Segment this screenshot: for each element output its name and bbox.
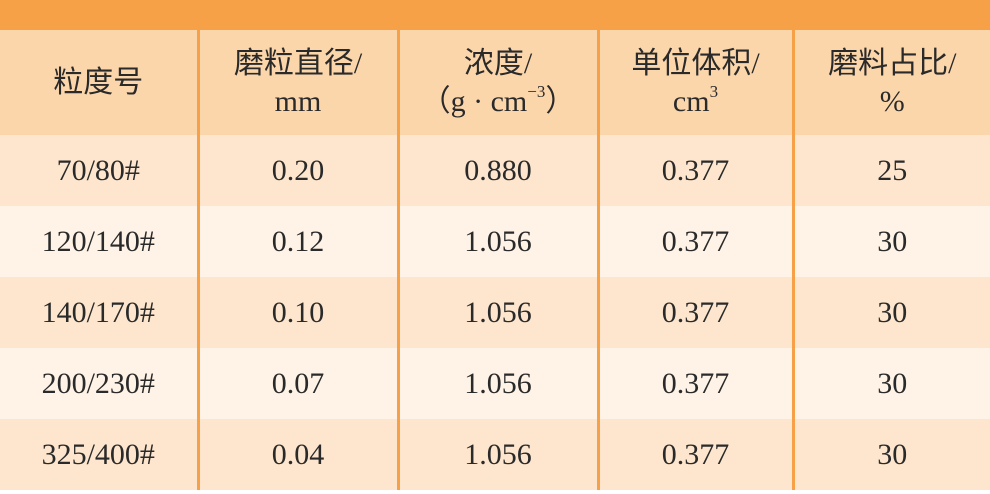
table-cell: 70/80# <box>0 135 198 206</box>
header-line: % <box>795 83 990 121</box>
superscript: 3 <box>709 81 719 101</box>
table-cell: 25 <box>791 135 990 206</box>
header-cell: 浓度/（g · cm−3） <box>396 30 598 135</box>
header-text: % <box>879 84 905 118</box>
table-cell: 1.056 <box>396 419 598 490</box>
header-cell: 磨料占比/% <box>791 30 990 135</box>
table-cell: 0.10 <box>196 277 398 348</box>
table-cell: 1.056 <box>396 348 598 419</box>
table-cell: 30 <box>791 206 990 277</box>
header-line: 单位体积/ <box>600 45 792 83</box>
table-cell: 0.07 <box>196 348 398 419</box>
header-cell: 粒度号 <box>0 30 198 135</box>
table-cell: 1.056 <box>396 277 598 348</box>
table-cell: 30 <box>791 348 990 419</box>
table-cell: 140/170# <box>0 277 198 348</box>
table-cell: 0.377 <box>596 135 793 206</box>
header-text: 浓度/ <box>463 46 533 80</box>
table-cell: 0.377 <box>596 206 793 277</box>
header-line: （g · cm−3） <box>400 83 597 121</box>
table-cell: 0.20 <box>196 135 398 206</box>
header-text: ） <box>545 84 576 118</box>
table-cell: 1.056 <box>396 206 598 277</box>
header-text: mm <box>274 84 322 118</box>
table-row: 200/230# 0.07 1.056 0.377 30 <box>0 348 990 419</box>
header-line: 磨粒直径/ <box>200 45 397 83</box>
header-text: 磨料占比/ <box>828 46 957 80</box>
header-text: （g · cm <box>420 84 528 118</box>
table-cell: 325/400# <box>0 419 198 490</box>
header-line: 粒度号 <box>0 64 197 102</box>
header-line: 磨料占比/ <box>795 45 990 83</box>
header-cell: 单位体积/cm3 <box>596 30 793 135</box>
header-line: mm <box>200 83 397 121</box>
table-cell: 30 <box>791 277 990 348</box>
table-cell: 0.377 <box>596 277 793 348</box>
superscript: −3 <box>527 81 546 101</box>
header-text: 磨粒直径/ <box>233 46 363 80</box>
table-cell: 0.880 <box>396 135 598 206</box>
table-cell: 0.12 <box>196 206 398 277</box>
table-cell: 120/140# <box>0 206 198 277</box>
header-text: 单位体积/ <box>631 46 760 80</box>
table-row: 70/80# 0.20 0.880 0.377 25 <box>0 135 990 206</box>
table-row: 325/400# 0.04 1.056 0.377 30 <box>0 419 990 490</box>
header-row: 粒度号 磨粒直径/mm 浓度/（g · cm−3） 单位体积/cm3 磨料占比/% <box>0 30 990 135</box>
header-line: 浓度/ <box>400 45 597 83</box>
header-text: cm <box>672 84 710 118</box>
table-cell: 30 <box>791 419 990 490</box>
table-cell: 0.04 <box>196 419 398 490</box>
table-cell: 200/230# <box>0 348 198 419</box>
header-cell: 磨粒直径/mm <box>196 30 398 135</box>
table-row: 140/170# 0.10 1.056 0.377 30 <box>0 277 990 348</box>
table-cell: 0.377 <box>596 419 793 490</box>
table-row: 120/140# 0.12 1.056 0.377 30 <box>0 206 990 277</box>
data-table: 粒度号 磨粒直径/mm 浓度/（g · cm−3） 单位体积/cm3 磨料占比/% 70… <box>0 30 990 490</box>
header-line: cm3 <box>600 83 792 121</box>
table-cell: 0.377 <box>596 348 793 419</box>
header-text: 粒度号 <box>53 65 144 99</box>
table-body: 70/80# 0.20 0.880 0.377 25 120/140# 0.12 1.056 0… <box>0 135 990 490</box>
top-bar <box>0 0 990 30</box>
